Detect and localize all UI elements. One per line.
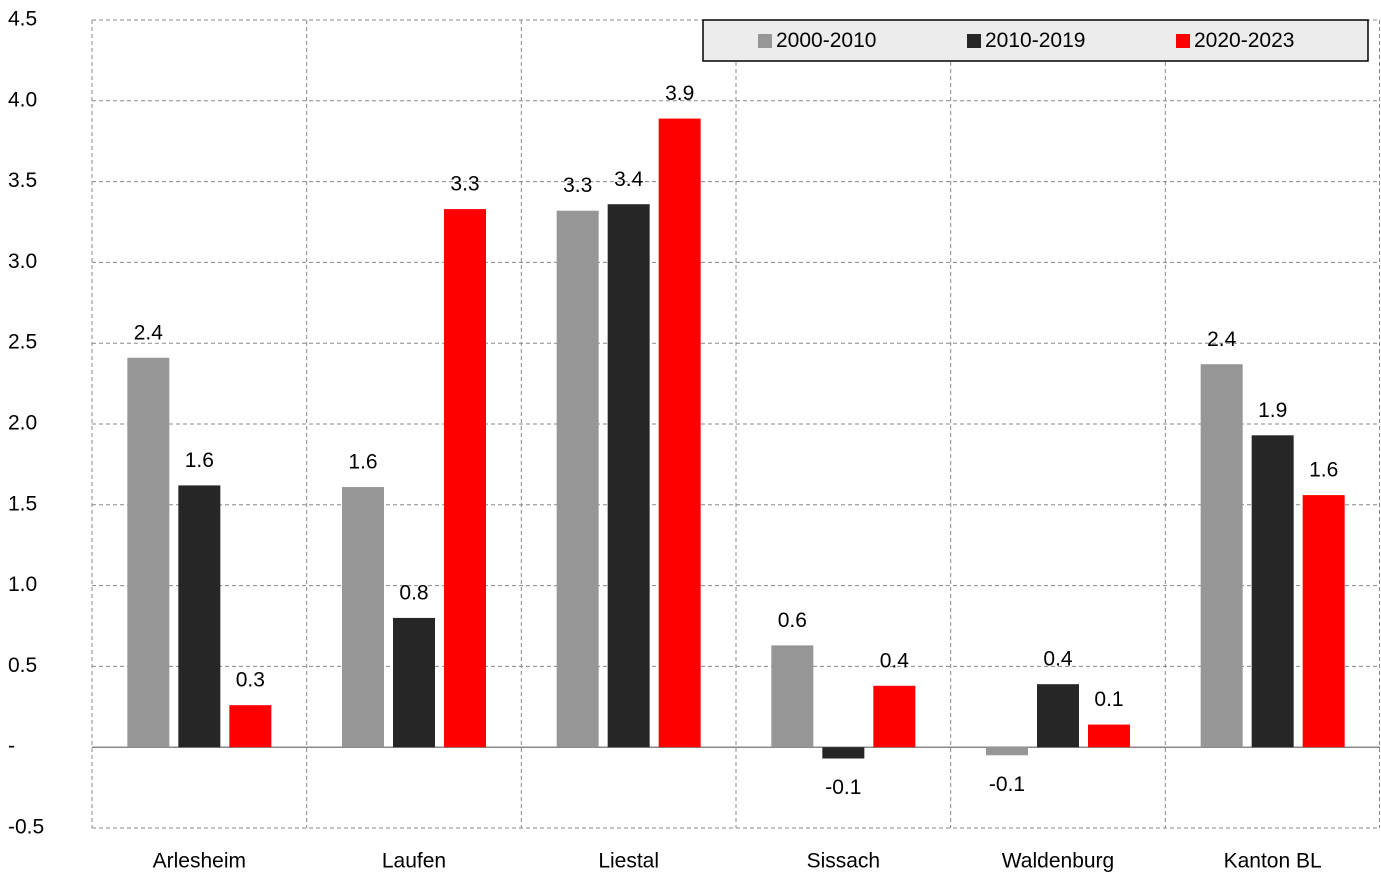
bar xyxy=(229,705,272,748)
bar xyxy=(342,487,384,748)
legend-label: 2010-2019 xyxy=(985,29,1085,52)
y-tick-label: 0.5 xyxy=(8,654,37,677)
value-label: 3.3 xyxy=(563,174,592,197)
bar xyxy=(1302,495,1345,748)
bar xyxy=(822,747,865,759)
bar xyxy=(127,357,170,748)
value-label: 1.6 xyxy=(1309,459,1338,482)
value-label: 0.8 xyxy=(399,581,428,604)
x-tick-label: Waldenburg xyxy=(1002,850,1114,873)
bar xyxy=(178,485,221,748)
bar xyxy=(393,617,435,748)
value-label: 0.3 xyxy=(236,669,265,692)
value-label: 2.4 xyxy=(134,321,164,344)
y-tick-label: 3.5 xyxy=(8,169,37,192)
legend-swatch xyxy=(1176,34,1190,48)
value-label: 0.4 xyxy=(880,649,910,672)
y-tick-label: 4.0 xyxy=(8,88,37,111)
y-tick-label: 4.5 xyxy=(8,8,37,31)
value-label: -0.1 xyxy=(825,776,861,799)
value-label: 3.4 xyxy=(614,168,644,191)
x-tick-label: Liestal xyxy=(598,850,659,873)
value-label: 1.9 xyxy=(1258,399,1287,422)
y-tick-label: - xyxy=(8,735,15,758)
value-label: 0.1 xyxy=(1094,688,1123,711)
y-tick-label: 2.5 xyxy=(8,331,37,354)
bar xyxy=(444,209,486,748)
value-label: 3.9 xyxy=(665,82,694,105)
value-label: -0.1 xyxy=(989,773,1025,796)
y-tick-label: 1.5 xyxy=(8,492,37,515)
value-label: 0.4 xyxy=(1043,648,1073,671)
bar xyxy=(658,118,701,748)
y-tick-label: 2.0 xyxy=(8,412,37,435)
bar xyxy=(556,210,599,748)
legend-swatch xyxy=(967,34,981,48)
x-tick-label: Laufen xyxy=(382,850,446,873)
y-tick-label: -0.5 xyxy=(8,816,44,839)
y-tick-label: 3.0 xyxy=(8,250,37,273)
x-tick-label: Kanton BL xyxy=(1224,850,1322,873)
x-tick-label: Arlesheim xyxy=(153,850,246,873)
bar xyxy=(607,204,650,748)
value-label: 0.6 xyxy=(778,609,807,632)
bar xyxy=(1200,364,1243,748)
bar xyxy=(986,747,1028,756)
bar xyxy=(873,685,916,748)
value-label: 3.3 xyxy=(450,173,479,196)
legend-swatch xyxy=(758,34,772,48)
bar xyxy=(1251,435,1294,748)
value-label: 1.6 xyxy=(185,449,214,472)
value-label: 1.6 xyxy=(348,451,377,474)
bar xyxy=(771,645,814,748)
bar xyxy=(1088,724,1130,748)
legend-label: 2020-2023 xyxy=(1194,29,1294,52)
legend-box xyxy=(702,19,1369,62)
y-tick-label: 1.0 xyxy=(8,573,37,596)
x-tick-label: Sissach xyxy=(807,850,881,873)
value-label: 2.4 xyxy=(1207,328,1237,351)
bar xyxy=(1037,684,1079,748)
legend-label: 2000-2010 xyxy=(776,29,876,52)
